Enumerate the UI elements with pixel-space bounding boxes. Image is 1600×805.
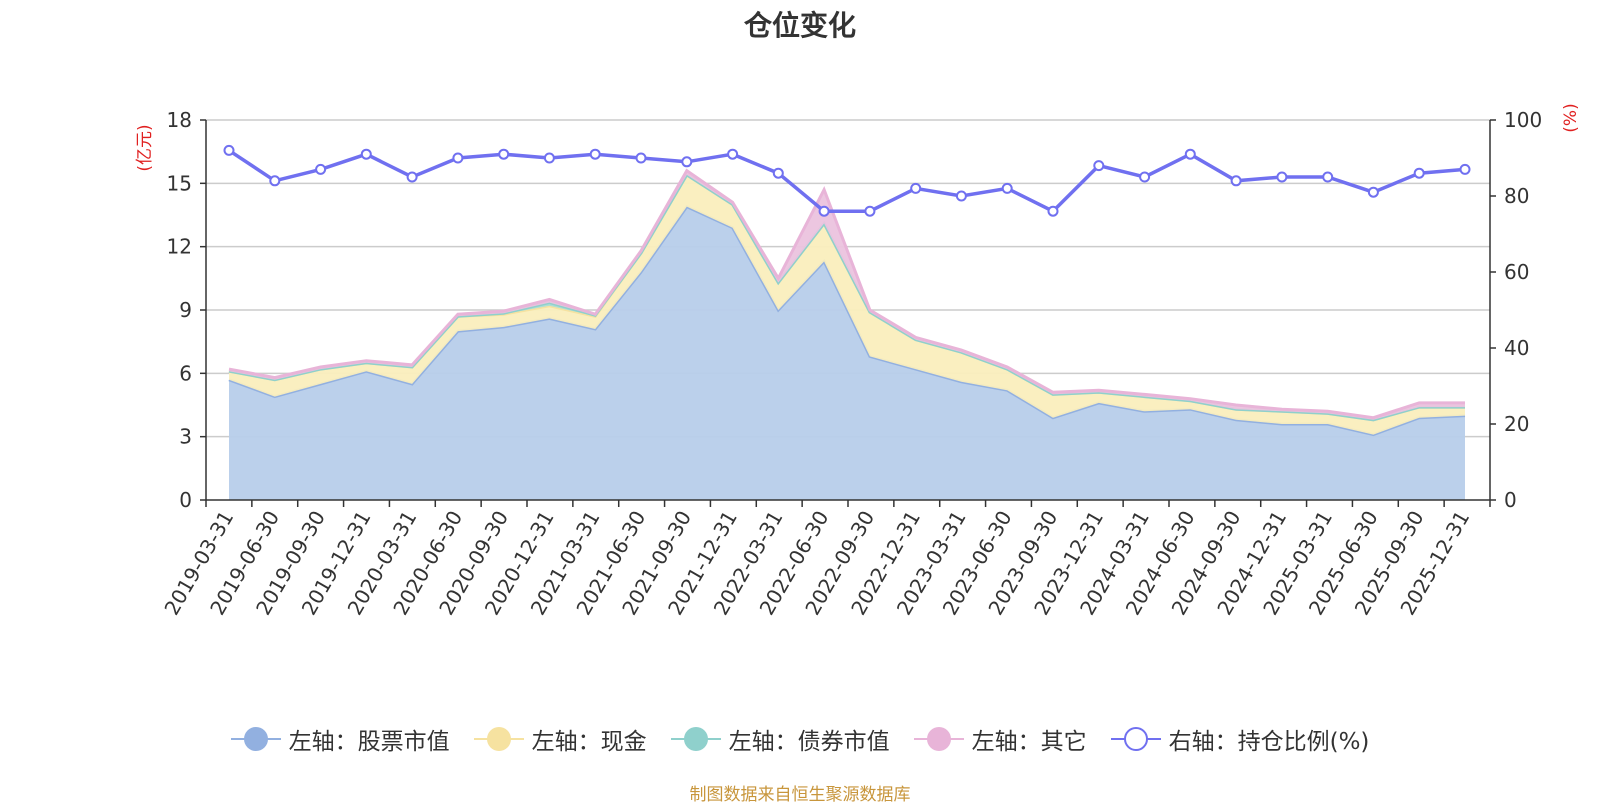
source-note: 制图数据来自恒生聚源数据库 [689, 785, 911, 805]
left-axis-tick-label: 0 [179, 488, 192, 512]
right-axis-tick-label: 0 [1504, 488, 1517, 512]
ratio-point [1276, 171, 1288, 183]
ratio-point [1001, 182, 1013, 194]
ratio-point [589, 148, 601, 160]
left-axis-unit: (亿元) [135, 124, 155, 171]
legend-label-other: 左轴：其它 [971, 729, 1087, 755]
right-axis-tick-label: 20 [1504, 412, 1529, 436]
ratio-point [269, 175, 281, 187]
ratio-point [681, 156, 693, 168]
legend: 左轴：股票市值 左轴：现金 左轴：债券市值 左轴：其它 右轴：持仓比例(%) [0, 722, 1600, 756]
area-layer [228, 168, 1466, 500]
right-axis-tick-label: 100 [1504, 108, 1542, 132]
ratio-point [1322, 171, 1334, 183]
legend-swatch-ratio [1110, 727, 1161, 751]
legend-label-stock: 左轴：股票市值 [288, 729, 450, 755]
ratio-point [955, 190, 967, 202]
legend-swatch-bond [670, 727, 721, 751]
legend-label-ratio: 右轴：持仓比例(%) [1168, 729, 1370, 755]
area-series-line-3 [228, 168, 1465, 420]
ratio-point [1413, 167, 1425, 179]
legend-item-bond[interactable]: 左轴：债券市值 [670, 722, 890, 756]
ratio-point [1047, 205, 1059, 217]
left-axis-tick-label: 9 [179, 298, 192, 322]
right-axis-unit: (%) [1561, 103, 1581, 132]
ratio-line [228, 148, 1466, 214]
ratio-point [1367, 186, 1379, 198]
ratio-point [864, 205, 876, 217]
ratio-point [1093, 160, 1105, 172]
ratio-point [315, 163, 327, 175]
left-axis-tick-label: 18 [167, 108, 192, 132]
right-axis-tick-label: 40 [1504, 336, 1529, 360]
left-axis-tick-label: 15 [167, 171, 192, 195]
ratio-point [635, 152, 647, 164]
legend-item-cash[interactable]: 左轴：现金 [473, 722, 647, 756]
ratio-point [498, 148, 510, 160]
ratio-point [543, 152, 555, 164]
ratio-point [818, 205, 830, 217]
chart-title: 仓位变化 [743, 9, 856, 42]
ratio-point [1184, 148, 1196, 160]
right-axis-tick-label: 80 [1504, 184, 1529, 208]
legend-swatch-stock [230, 727, 281, 751]
ratio-point [910, 182, 922, 194]
area-series-0 [229, 206, 1465, 500]
ratio-point [452, 152, 464, 164]
area-series-1 [229, 174, 1465, 435]
ratio-point [1139, 171, 1151, 183]
right-axis-tick-label: 60 [1504, 260, 1529, 284]
legend-swatch-cash [473, 727, 524, 751]
legend-label-bond: 左轴：债券市值 [728, 729, 890, 755]
ratio-point [1230, 175, 1242, 187]
legend-label-cash: 左轴：现金 [531, 729, 647, 755]
ratio-point [360, 148, 372, 160]
legend-item-ratio[interactable]: 右轴：持仓比例(%) [1110, 722, 1370, 756]
left-axis-tick-label: 6 [179, 361, 192, 385]
legend-item-other[interactable]: 左轴：其它 [913, 722, 1087, 756]
ratio-point [406, 171, 418, 183]
ratio-point [772, 167, 784, 179]
ratio-point [1459, 163, 1471, 175]
ratio-point [727, 148, 739, 160]
left-axis-tick-label: 3 [179, 425, 192, 449]
legend-item-stock[interactable]: 左轴：股票市值 [230, 722, 450, 756]
legend-swatch-other [913, 727, 964, 751]
ratio-point [223, 144, 235, 156]
left-axis-tick-label: 12 [167, 235, 192, 259]
